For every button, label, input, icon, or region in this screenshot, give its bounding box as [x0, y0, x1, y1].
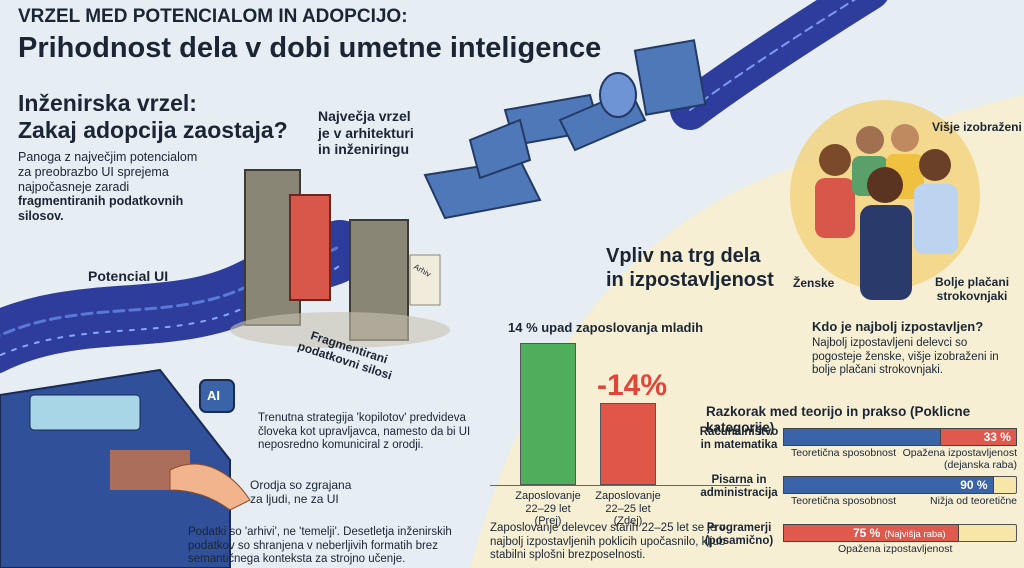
bar-value: 75 % — [853, 526, 881, 540]
bar-note: (Najvišja raba) — [884, 529, 946, 540]
people — [790, 100, 980, 300]
exposed-title: Kdo je najbolj izpostavljen? — [812, 319, 984, 334]
intro: Panoga z največjim potencialom za preobr… — [18, 150, 213, 224]
row-label: Pisarna in administracija — [700, 474, 778, 500]
category-label: Zaposlovanje 22–25 let (Zdej) — [595, 490, 661, 528]
data-note: Podatki so 'arhivi', ne 'temelji'. Deset… — [188, 526, 452, 566]
chart-title: 14 % upad zaposlovanja mladih — [508, 320, 704, 335]
category-label: Zaposlovanje 22–29 let (Prej) — [515, 490, 581, 528]
ai-icon: AI — [207, 388, 220, 403]
title: Prihodnost dela v dobi umetne inteligenc… — [18, 32, 602, 64]
gap-label: Največja vrzel je v arhitekturi in inžen… — [318, 108, 414, 158]
bar — [520, 343, 576, 485]
control-panel — [0, 368, 251, 568]
caption: Teoretična sposobnost — [791, 495, 897, 507]
pipes — [423, 39, 707, 220]
filing-cabinets — [230, 169, 450, 348]
bar — [600, 402, 656, 485]
row-label: Računalništvo in matematika — [699, 426, 779, 452]
caption: Opažena izpostavljenost — [838, 543, 953, 555]
right-heading: Vpliv na trg dela in izpostavljenost — [606, 245, 774, 291]
group-label: Višje izobraženi — [932, 120, 1022, 134]
heading: Inženirska vrzel: — [18, 90, 197, 116]
caption: Opažena izpostavljenost (dejanska raba) — [902, 447, 1017, 471]
bar-label: 90 % — [960, 478, 988, 492]
subtitle: VRZEL MED POTENCIALOM IN ADOPCIJO: — [18, 6, 408, 27]
bar-label: 75 % (Najvišja raba) — [853, 526, 946, 540]
bar-label: 33 % — [983, 430, 1011, 444]
intro-text: Panoga z največjim potencialom za preobr… — [18, 150, 198, 194]
bar-chart: Zaposlovanje 22–29 let (Prej) Zaposlovanj… — [490, 340, 750, 527]
heading: Zakaj adopcija zaostaja? — [18, 117, 288, 143]
group-label: Bolje plačani strokovnjaki — [935, 275, 1010, 304]
bar — [783, 476, 994, 494]
exposed-text: Najbolj izpostavljeni delevci so pogoste… — [812, 337, 999, 377]
stream-label: Potencial UI — [88, 268, 169, 284]
change-label: -14% — [597, 369, 668, 402]
copilot-note: Trenutna strategija 'kopilotov' predvide… — [258, 412, 471, 452]
caption: Teoretična sposobnost — [791, 447, 897, 459]
bar — [939, 428, 1017, 446]
row-label: Programerji (posamično) — [704, 522, 774, 548]
caption: Nižja od teoretične — [930, 495, 1017, 507]
chart-caption: Zaposlovanje delevcev starih 22–25 let s… — [490, 522, 726, 562]
intro-bold: fragmentiranih podatkovnih silosov. — [18, 194, 184, 223]
bar — [783, 524, 959, 542]
gap-title: Razkorak med teorijo in prakso (Poklicne… — [706, 404, 971, 435]
group-label: Ženske — [793, 276, 835, 290]
tools-note: Orodja so zgrajana za ljudi, ne za UI — [250, 478, 352, 507]
